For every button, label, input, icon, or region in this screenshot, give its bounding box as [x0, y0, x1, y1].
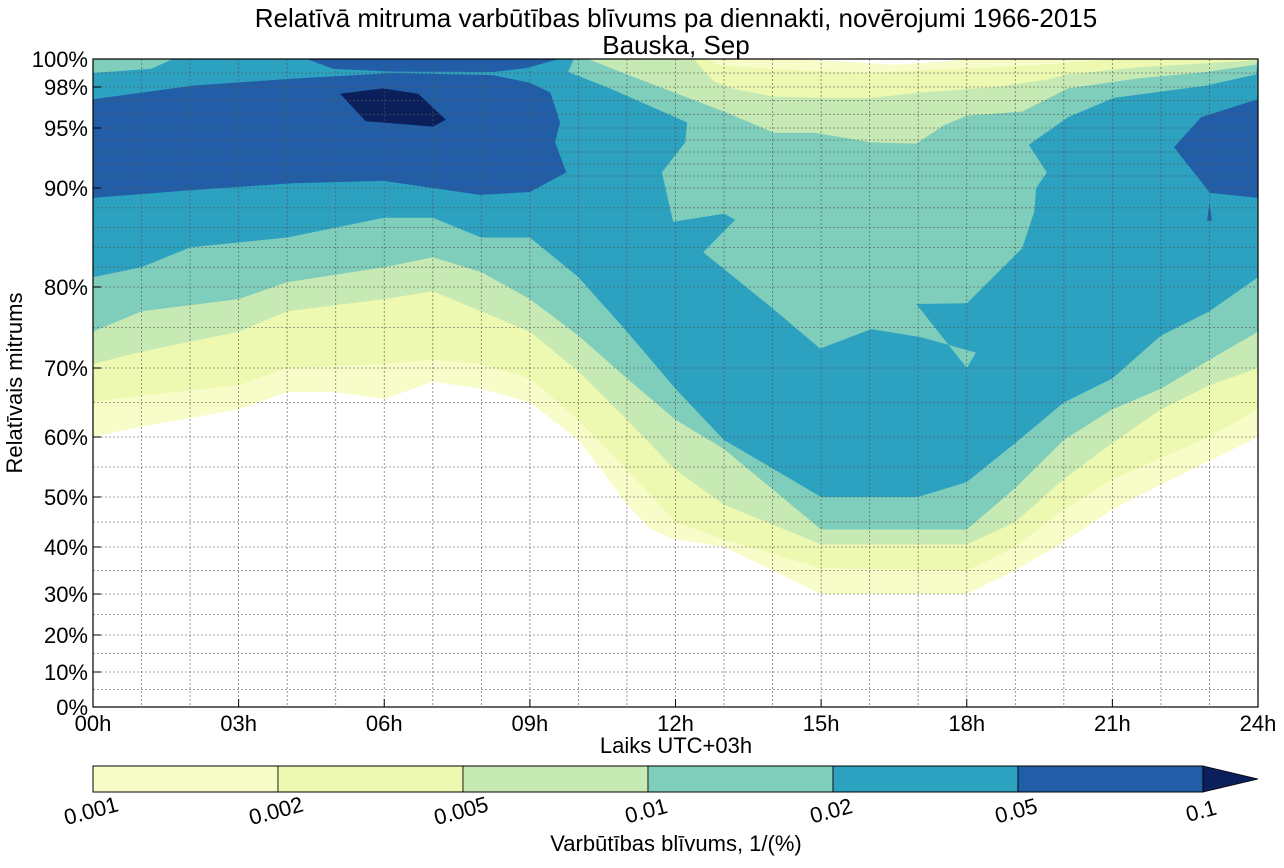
- colorbar-tick-label: 0.05: [992, 793, 1040, 828]
- y-tick-label: 40%: [44, 535, 88, 560]
- colorbar-tick-label: 0.002: [246, 792, 306, 830]
- colorbar-frame: [92, 765, 1204, 793]
- x-tick-label: 09h: [512, 711, 549, 736]
- colorbar: 0.001 0.002 0.005 0.01 0.02 0.05 0.1: [61, 765, 1259, 830]
- x-tick-label: 18h: [948, 711, 985, 736]
- y-tick-label: 50%: [44, 485, 88, 510]
- x-tick-label: 00h: [75, 711, 112, 736]
- colorbar-segment: [1017, 765, 1204, 793]
- x-tick-label: 15h: [803, 711, 840, 736]
- x-tick-label: 03h: [220, 711, 257, 736]
- y-tick-label: 95%: [44, 116, 88, 141]
- colorbar-tick-label: 0.001: [61, 792, 121, 830]
- y-tick-label: 0%: [56, 695, 88, 720]
- contour-region-level-0.05: [306, 59, 559, 72]
- contour-region-level-0.01: [93, 59, 174, 73]
- y-tick-label: 10%: [44, 660, 88, 685]
- x-tick-label: 06h: [366, 711, 403, 736]
- y-tick-label: 98%: [44, 75, 88, 100]
- x-tick-label: 24h: [1240, 711, 1277, 736]
- x-tick-label: 12h: [657, 711, 694, 736]
- y-tick-label: 30%: [44, 582, 88, 607]
- contour-region-level-below: [796, 59, 967, 65]
- contour-region-level-0.05: [1174, 99, 1258, 198]
- y-axis-label: Relatīvais mitrums: [2, 293, 27, 474]
- colorbar-tick-label: 0.1: [1183, 795, 1219, 827]
- colorbar-segment: [462, 765, 649, 793]
- colorbar-extend-arrow: [1202, 765, 1259, 793]
- y-tick-label: 80%: [44, 275, 88, 300]
- colorbar-tick-label: 0.01: [622, 793, 670, 828]
- y-tick-label: 90%: [44, 176, 88, 201]
- contour-region-level-0.01: [568, 59, 1258, 368]
- x-axis-label: Laiks UTC+03h: [600, 733, 752, 758]
- contour-region-level-0.1: [340, 88, 446, 127]
- x-axis-ticks: 00h 03h 06h 09h 12h 15h 18h 21h 24h: [75, 699, 1277, 736]
- contour-region-level-0.001: [704, 59, 1113, 73]
- contour-region-level-0.05: [93, 73, 567, 198]
- colorbar-tick-label: 0.02: [807, 793, 855, 828]
- colorbar-segment: [832, 765, 1019, 793]
- colorbar-label: Varbūtības blīvums, 1/(%): [550, 831, 801, 856]
- colorbar-segment: [647, 765, 834, 793]
- y-axis-ticks: 0% 10% 20% 30% 40% 50% 60% 70% 80% 90% 95% 98% 100%: [32, 47, 101, 720]
- colorbar-tick-label: 0.005: [431, 792, 491, 830]
- y-tick-label: 60%: [44, 425, 88, 450]
- x-tick-label: 21h: [1094, 711, 1131, 736]
- grid-lines: [93, 59, 1258, 707]
- colorbar-segment: [277, 765, 464, 793]
- y-tick-label: 20%: [44, 623, 88, 648]
- y-tick-label: 70%: [44, 356, 88, 381]
- chart-subtitle: Bauska, Sep: [602, 30, 749, 60]
- y-tick-label: 100%: [32, 47, 88, 72]
- chart-title: Relatīvā mitruma varbūtības blīvums pa d…: [255, 3, 1098, 33]
- colorbar-segment: [92, 765, 279, 793]
